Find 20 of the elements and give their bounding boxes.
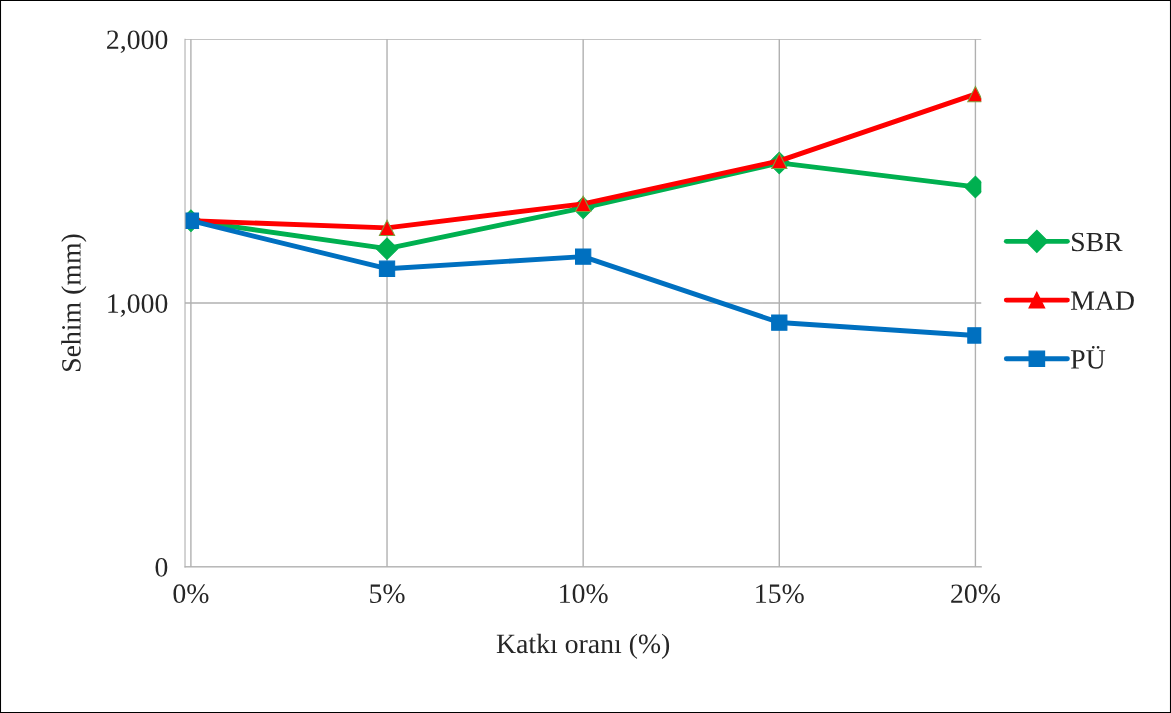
- point: [378, 219, 396, 236]
- legend-label: MAD: [1070, 291, 1134, 310]
- x-tick-label: 10%: [560, 584, 608, 604]
- y-tick-label: 2,000: [107, 30, 168, 54]
- y-axis-title: Sehim (mm): [61, 234, 87, 371]
- y-tick-label: 0: [155, 558, 168, 577]
- point: [575, 248, 592, 265]
- legend-label: SBR: [1072, 232, 1123, 252]
- point: [375, 237, 399, 260]
- x-tick-label: 20%: [951, 584, 1000, 604]
- point: [967, 327, 982, 344]
- point: [967, 85, 982, 103]
- x-axis-title: Katkı oranı (%): [496, 633, 670, 659]
- point: [378, 260, 396, 277]
- point: [771, 314, 788, 331]
- legend-label: PÜ: [1070, 345, 1106, 369]
- y-tick-label: 1,000: [108, 294, 168, 317]
- x-tick-label: 0%: [173, 584, 209, 604]
- x-tick-label: 15%: [756, 584, 804, 604]
- x-tick-label: 5%: [370, 584, 405, 604]
